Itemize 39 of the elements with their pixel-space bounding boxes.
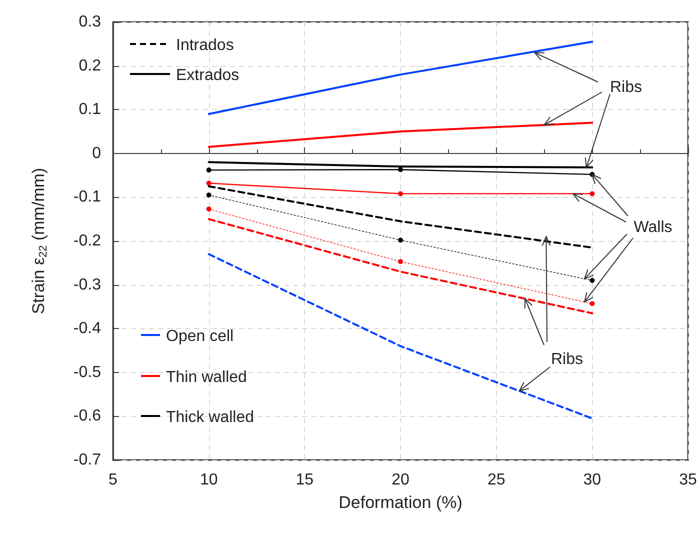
point: [206, 206, 212, 212]
point: [398, 259, 403, 264]
y-tick-label: 0: [92, 144, 102, 162]
y-tick-label: -0.6: [73, 408, 102, 425]
x-tick-label: 15: [296, 472, 314, 488]
x-tick-label: 10: [200, 472, 218, 488]
annotation: Thick walled: [166, 409, 254, 426]
y-tick-label: 0.2: [78, 57, 102, 74]
x-tick-label: 30: [583, 472, 602, 488]
point: [398, 167, 403, 172]
annotation: Open cell: [166, 328, 234, 345]
annotation: Extrados: [176, 67, 240, 84]
y-tick-label: 0.3: [78, 14, 102, 30]
y-tick-label: -0.1: [73, 188, 102, 206]
x-tick-label: 5: [108, 472, 118, 488]
y-tick-label: -0.2: [73, 232, 102, 250]
annotation: Ribs: [610, 79, 642, 96]
point: [206, 180, 212, 186]
annotation: Thin walled: [166, 369, 247, 386]
y-tick-label: -0.3: [73, 276, 102, 294]
annotation: Intrados: [176, 37, 234, 54]
x-tick-label: 20: [392, 472, 410, 488]
annotation: Ribs: [550, 351, 584, 368]
point: [398, 191, 403, 196]
y-tick-label: -0.4: [73, 320, 102, 338]
point: [590, 191, 595, 196]
annotation: Walls: [634, 219, 672, 236]
y-axis-title: Strain ε22 (mm/mm): [29, 168, 50, 314]
y-tick-label: -0.7: [73, 452, 102, 468]
point: [398, 238, 403, 243]
point: [590, 278, 595, 283]
y-tick-label: 0.1: [78, 101, 102, 118]
x-tick-label: 25: [487, 472, 506, 488]
y-tick-label: -0.5: [73, 364, 102, 381]
x-axis-title: Deformation (%): [338, 493, 462, 512]
x-tick-label: 35: [679, 472, 697, 488]
point: [206, 192, 212, 198]
point: [206, 168, 212, 173]
point: [590, 301, 595, 306]
